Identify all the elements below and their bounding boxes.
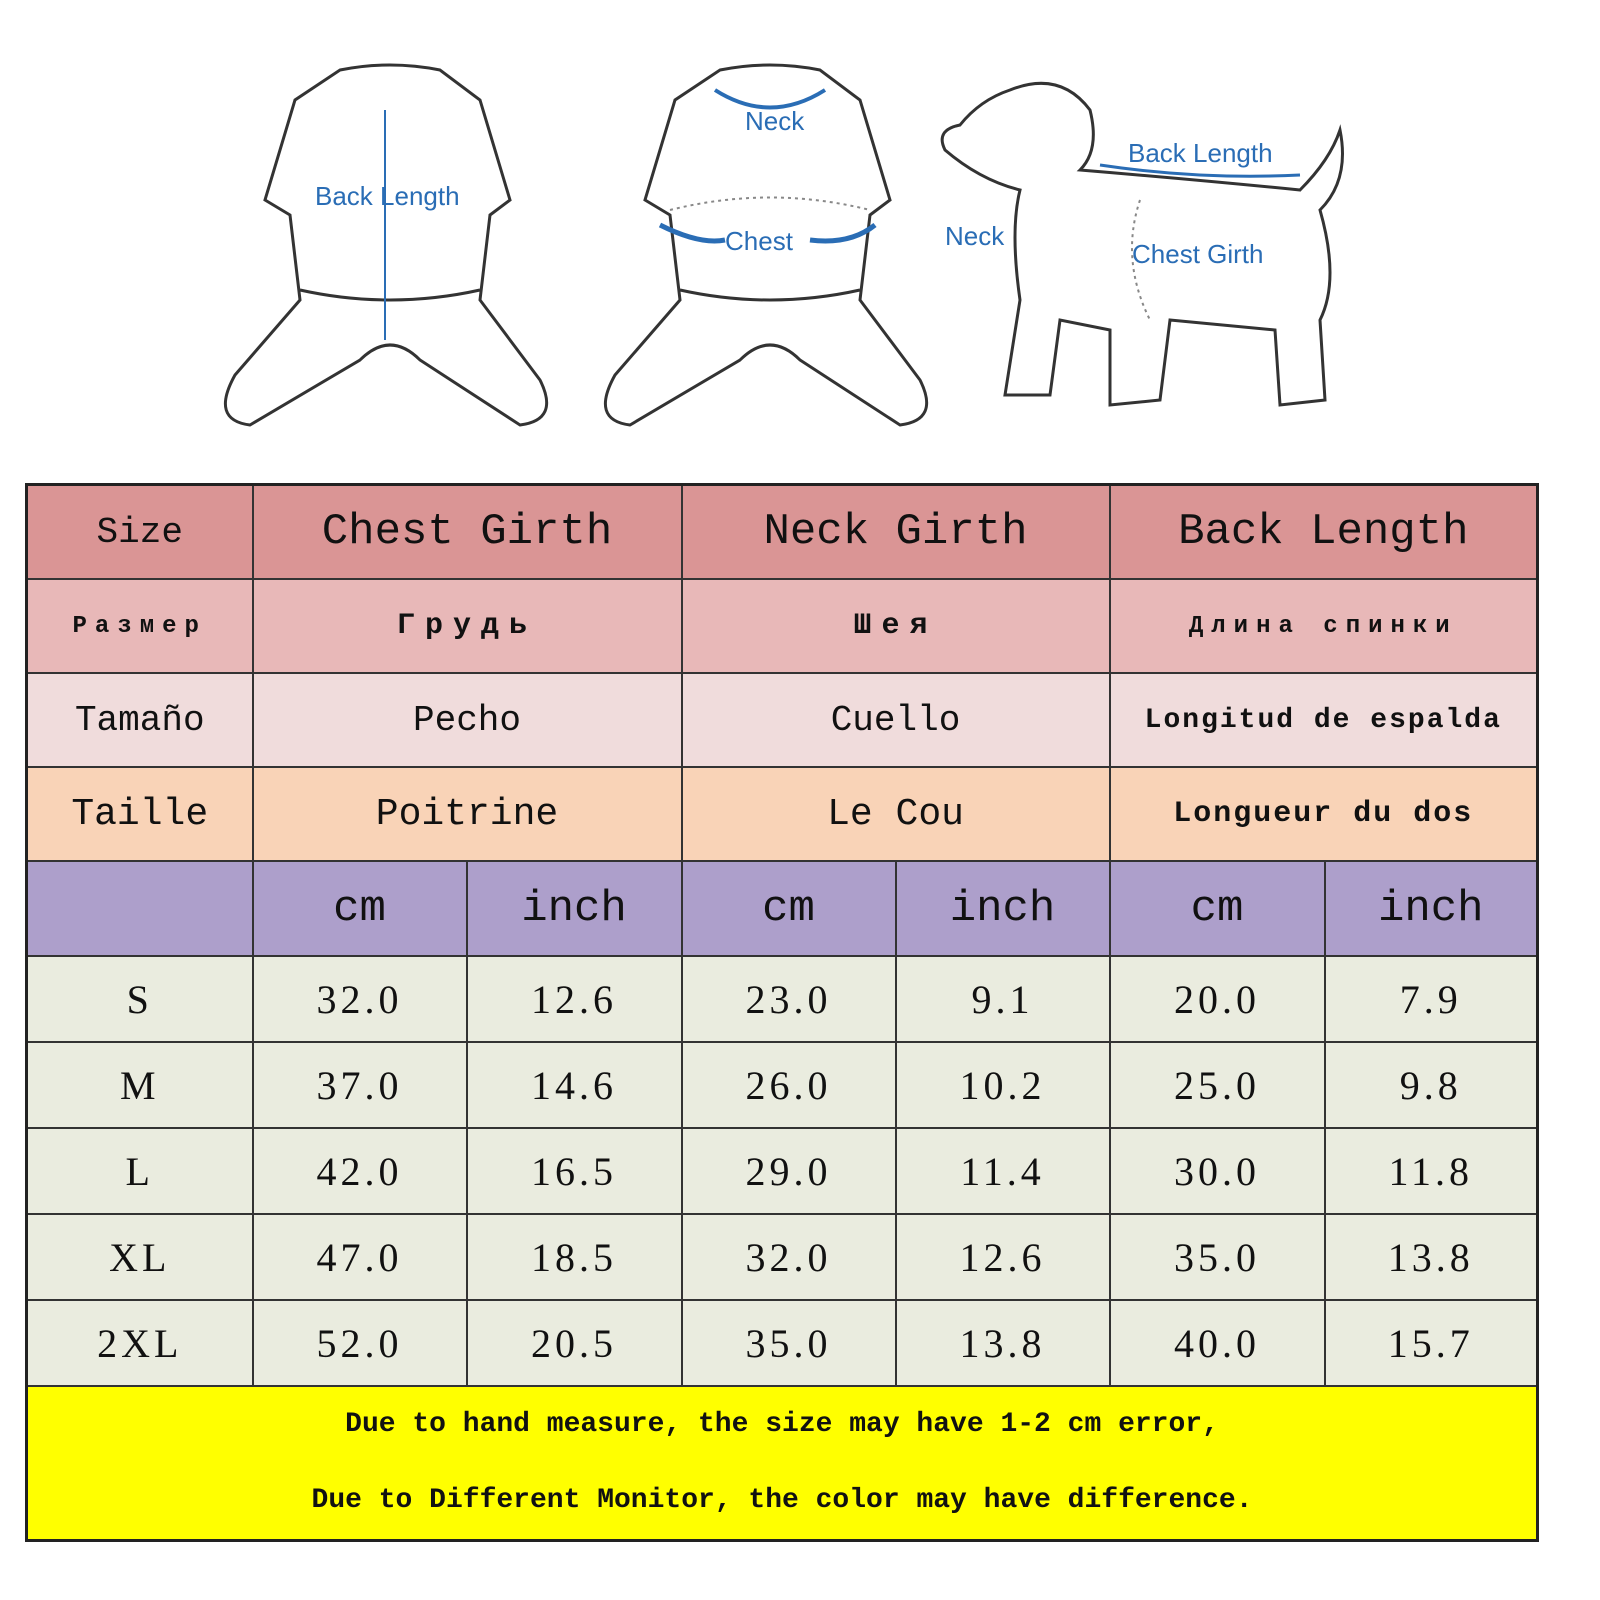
- size-chart-table: Size Chest Girth Neck Girth Back Length …: [25, 483, 1540, 1542]
- table-row: XL 47.0 18.5 32.0 12.6 35.0 13.8: [25, 1213, 1539, 1301]
- value-cell: 7.9: [1323, 955, 1539, 1043]
- note-monitor-color: Due to Different Monitor, the color may …: [311, 1485, 1253, 1516]
- header-back-es: Longitud de espalda: [1108, 672, 1539, 768]
- value-cell: 16.5: [465, 1127, 683, 1215]
- value-cell: 40.0: [1108, 1299, 1326, 1387]
- chest-label: Chest: [725, 226, 794, 256]
- header-chest-fr: Poitrine: [251, 766, 683, 862]
- value-cell: 18.5: [465, 1213, 683, 1301]
- unit-cell: cm: [251, 860, 468, 957]
- value-cell: 23.0: [680, 955, 897, 1043]
- value-cell: 26.0: [680, 1041, 897, 1129]
- unit-cell: inch: [1323, 860, 1539, 957]
- dog-illustration: [940, 81, 1344, 407]
- value-cell: 30.0: [1108, 1127, 1326, 1215]
- value-cell: 29.0: [680, 1127, 897, 1215]
- value-cell: 10.2: [894, 1041, 1111, 1129]
- header-neck-es: Cuello: [680, 672, 1111, 768]
- size-cell: M: [25, 1041, 254, 1129]
- value-cell: 35.0: [1108, 1213, 1326, 1301]
- size-cell: L: [25, 1127, 254, 1215]
- value-cell: 14.6: [465, 1041, 683, 1129]
- unit-cell: inch: [894, 860, 1111, 957]
- header-back-length: Back Length: [1108, 483, 1539, 580]
- table-row: L 42.0 16.5 29.0 11.4 30.0 11.8: [25, 1127, 1539, 1215]
- header-size: Size: [25, 483, 254, 580]
- header-row-spanish: Tamaño Pecho Cuello Longitud de espalda: [25, 672, 1539, 768]
- unit-row: cm inch cm inch cm inch: [25, 860, 1539, 957]
- notes-cell: Due to hand measure, the size may have 1…: [25, 1385, 1539, 1542]
- garment-front-view: [604, 63, 929, 427]
- back-length-label: Back Length: [315, 181, 460, 211]
- garment-back-view: [224, 63, 549, 427]
- header-row-russian: Размер Грудь Шея Длина спинки: [25, 578, 1539, 674]
- value-cell: 9.8: [1323, 1041, 1539, 1129]
- value-cell: 47.0: [251, 1213, 468, 1301]
- unit-cell: cm: [680, 860, 897, 957]
- header-chest-ru: Грудь: [251, 578, 683, 674]
- value-cell: 20.5: [465, 1299, 683, 1387]
- header-neck-fr: Le Cou: [680, 766, 1111, 862]
- note-measure-error: Due to hand measure, the size may have 1…: [345, 1409, 1219, 1440]
- header-row-english: Size Chest Girth Neck Girth Back Length: [25, 483, 1539, 580]
- value-cell: 12.6: [465, 955, 683, 1043]
- value-cell: 9.1: [894, 955, 1111, 1043]
- value-cell: 15.7: [1323, 1299, 1539, 1387]
- table-row: M 37.0 14.6 26.0 10.2 25.0 9.8: [25, 1041, 1539, 1129]
- value-cell: 11.4: [894, 1127, 1111, 1215]
- header-back-ru: Длина спинки: [1108, 578, 1539, 674]
- size-cell: 2XL: [25, 1299, 254, 1387]
- value-cell: 20.0: [1108, 955, 1326, 1043]
- header-neck-girth: Neck Girth: [680, 483, 1111, 580]
- dog-back-length-label: Back Length: [1128, 138, 1273, 168]
- notes-row: Due to hand measure, the size may have 1…: [25, 1385, 1539, 1542]
- table-row: 2XL 52.0 20.5 35.0 13.8 40.0 15.7: [25, 1299, 1539, 1387]
- unit-cell: inch: [465, 860, 683, 957]
- table-row: S 32.0 12.6 23.0 9.1 20.0 7.9: [25, 955, 1539, 1043]
- value-cell: 32.0: [251, 955, 468, 1043]
- size-cell: S: [25, 955, 254, 1043]
- value-cell: 13.8: [1323, 1213, 1539, 1301]
- header-back-fr: Longueur du dos: [1108, 766, 1539, 862]
- value-cell: 32.0: [680, 1213, 897, 1301]
- value-cell: 12.6: [894, 1213, 1111, 1301]
- unit-cell: [25, 860, 254, 957]
- neck-label: Neck: [745, 106, 805, 136]
- value-cell: 42.0: [251, 1127, 468, 1215]
- dog-chest-girth-label: Chest Girth: [1132, 239, 1264, 269]
- value-cell: 37.0: [251, 1041, 468, 1129]
- measurement-illustrations: Back Length Neck Chest Back Length Neck …: [224, 63, 1344, 427]
- dog-neck-label: Neck: [945, 221, 1005, 251]
- size-cell: XL: [25, 1213, 254, 1301]
- header-size-fr: Taille: [25, 766, 254, 862]
- unit-cell: cm: [1108, 860, 1326, 957]
- header-chest-es: Pecho: [251, 672, 683, 768]
- value-cell: 35.0: [680, 1299, 897, 1387]
- value-cell: 52.0: [251, 1299, 468, 1387]
- header-size-ru: Размер: [25, 578, 254, 674]
- value-cell: 25.0: [1108, 1041, 1326, 1129]
- header-chest-girth: Chest Girth: [251, 483, 683, 580]
- value-cell: 11.8: [1323, 1127, 1539, 1215]
- header-row-french: Taille Poitrine Le Cou Longueur du dos: [25, 766, 1539, 862]
- header-neck-ru: Шея: [680, 578, 1111, 674]
- value-cell: 13.8: [894, 1299, 1111, 1387]
- header-size-es: Tamaño: [25, 672, 254, 768]
